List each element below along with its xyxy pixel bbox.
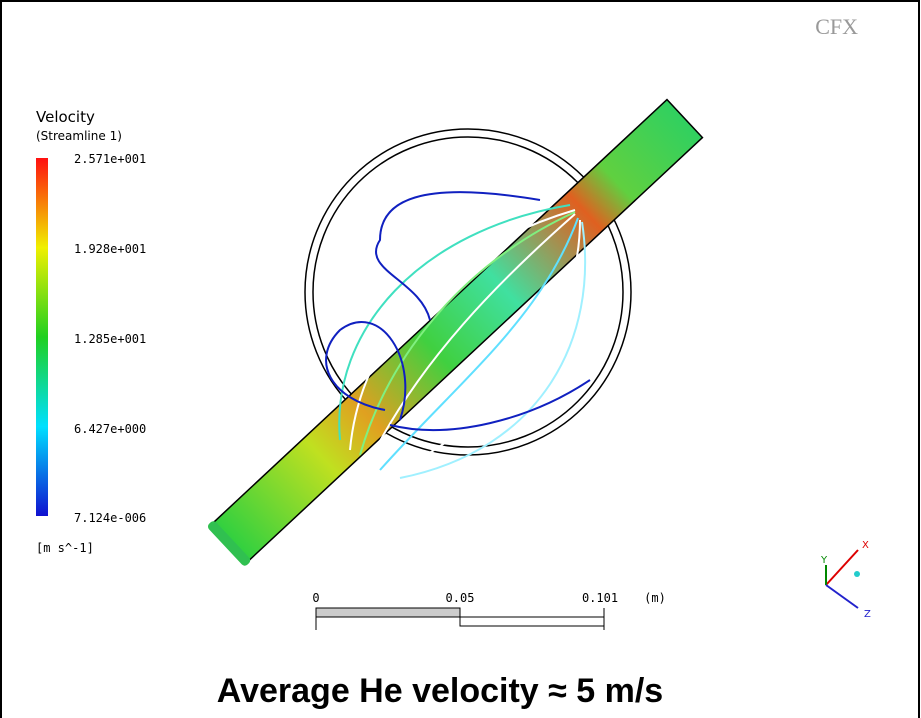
scale-label: 0 bbox=[312, 591, 319, 605]
scale-unit: (m) bbox=[644, 591, 666, 605]
triad-z bbox=[826, 585, 858, 608]
triad-label: X bbox=[862, 540, 869, 551]
logo: CFX bbox=[815, 14, 858, 39]
legend-units: [m s^-1] bbox=[36, 541, 94, 555]
legend-label: 1.285e+001 bbox=[74, 332, 146, 346]
legend-subtitle: (Streamline 1) bbox=[36, 129, 122, 143]
scale-segment bbox=[460, 617, 604, 626]
legend-label: 1.928e+001 bbox=[74, 242, 146, 256]
page: CFX Velocity (Streamline 1) 2.571e+001 1… bbox=[0, 0, 921, 718]
triad-x bbox=[826, 550, 858, 585]
legend-label: 7.124e-006 bbox=[74, 511, 146, 525]
scale-label: 0.101 bbox=[582, 591, 618, 605]
color-bar bbox=[36, 158, 48, 516]
scale-bar: 0 0.05 0.101 (m) bbox=[312, 591, 665, 630]
legend-label: 6.427e+000 bbox=[74, 422, 146, 436]
scale-segment bbox=[316, 608, 460, 617]
legend-label: 2.571e+001 bbox=[74, 152, 146, 166]
scale-label: 0.05 bbox=[446, 591, 475, 605]
slide: CFX Velocity (Streamline 1) 2.571e+001 1… bbox=[0, 0, 921, 718]
geometry bbox=[206, 98, 703, 567]
triad-dot bbox=[854, 571, 860, 577]
triad-label: Z bbox=[864, 609, 871, 620]
axis-triad: X Y Z bbox=[820, 540, 871, 620]
caption: Average He velocity ≈ 5 m/s bbox=[217, 672, 663, 710]
legend-title: Velocity bbox=[36, 108, 95, 126]
triad-label: Y bbox=[820, 555, 828, 566]
